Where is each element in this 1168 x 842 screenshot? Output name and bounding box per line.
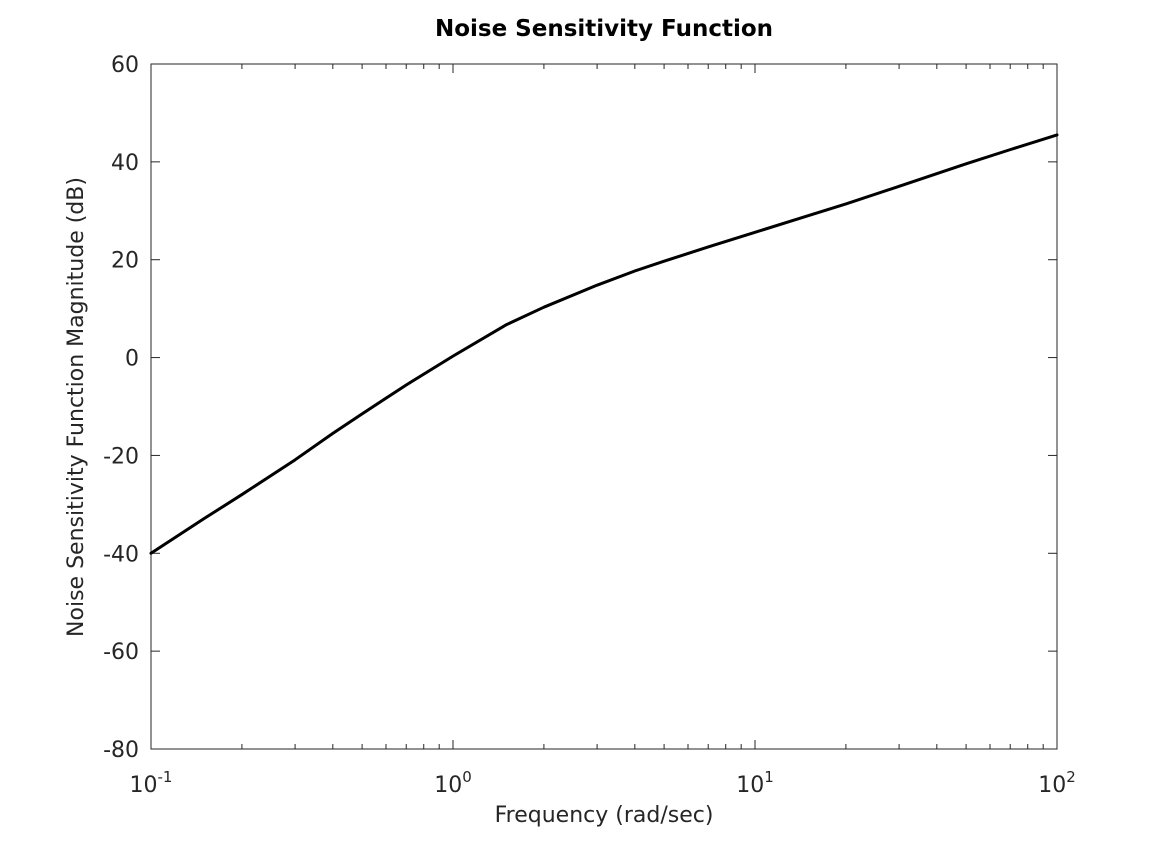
x-tick-label: 10-1 — [130, 768, 173, 798]
y-tick-label: 40 — [111, 151, 139, 176]
y-tick-label: 0 — [125, 347, 139, 372]
x-tick-label: 100 — [434, 768, 472, 798]
y-tick-label: -80 — [103, 738, 139, 763]
y-axis-label: Noise Sensitivity Function Magnitude (dB… — [64, 177, 89, 637]
y-tick-labels: 60 40 20 0 -20 -40 -60 -80 — [103, 53, 139, 763]
chart-title: Noise Sensitivity Function — [435, 16, 773, 42]
y-tick-label: -20 — [103, 444, 139, 469]
series-line — [149, 133, 1059, 555]
x-axis-label: Frequency (rad/sec) — [495, 803, 714, 828]
plot-area — [150, 63, 1058, 750]
series-layer — [149, 133, 1059, 555]
tick-marks — [150, 63, 1058, 750]
x-tick-label: 102 — [1038, 768, 1076, 798]
y-tick-label: 60 — [111, 53, 139, 78]
y-tick-label: -60 — [103, 640, 139, 665]
x-tick-labels: 10-1 100 101 102 — [130, 768, 1076, 798]
y-tick-label: -40 — [103, 542, 139, 567]
y-tick-label: 20 — [111, 249, 139, 274]
x-tick-label: 101 — [736, 768, 774, 798]
